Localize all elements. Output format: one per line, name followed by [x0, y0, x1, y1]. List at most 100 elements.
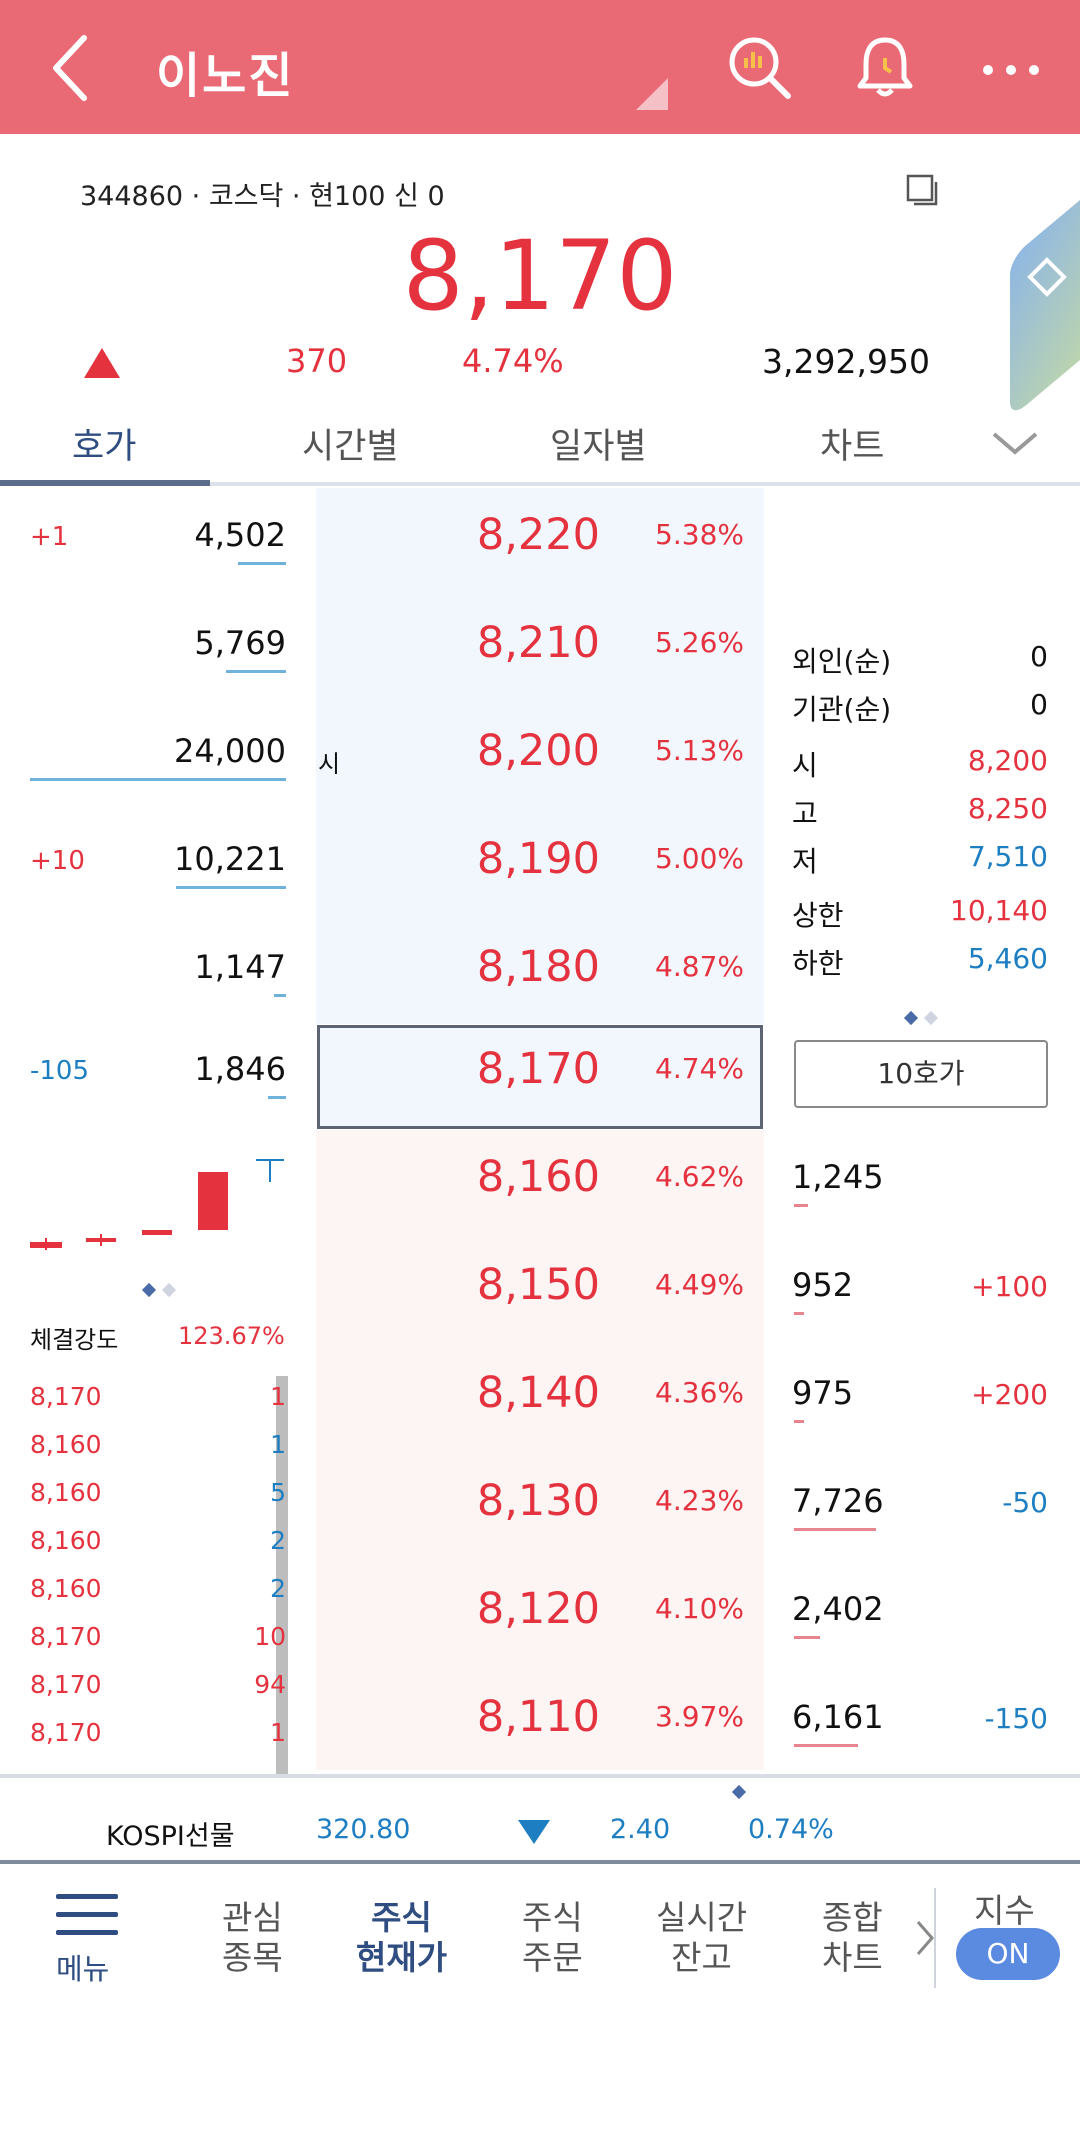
page-dots: [903, 1008, 956, 1026]
bid-qty-bar: [794, 1744, 858, 1747]
trade-volume-bar: [276, 1376, 288, 1774]
qty-bar: [238, 562, 286, 565]
nav-label: 관심: [222, 1898, 283, 1937]
ask-pct: 5.13%: [655, 734, 744, 767]
trade-price: 8,160: [30, 1526, 102, 1555]
high-value: 8,250: [967, 792, 1048, 825]
bid-qty-bar: [794, 1528, 876, 1531]
ten-level-button[interactable]: 10호가: [794, 1040, 1048, 1108]
bid-price: 8,130: [476, 1476, 600, 1526]
trade-price: 8,160: [30, 1430, 102, 1459]
buy-row[interactable]: 8,140 4.36% 975 +200: [0, 1346, 1080, 1454]
sell-row[interactable]: +1 4,502 8,220 5.38%: [0, 488, 1080, 596]
nav-stock-quote[interactable]: 주식 현재가: [356, 1898, 447, 1978]
ask-qty: 24,000: [174, 732, 286, 770]
more-icon[interactable]: [976, 32, 1046, 102]
trade-price: 8,170: [30, 1622, 102, 1651]
tab-chart[interactable]: 차트: [820, 427, 885, 467]
buy-side-background: [316, 1130, 764, 1770]
top-bar: 이노진: [0, 0, 1080, 134]
trade-row: 8,170 1: [30, 1710, 290, 1758]
trade-row: 8,160 5: [30, 1470, 290, 1518]
tab-by-time[interactable]: 시간별: [302, 427, 399, 467]
nav-chart[interactable]: 종합 차트: [822, 1898, 883, 1978]
bid-qty: 7,726: [792, 1482, 884, 1520]
bid-qty-change: -50: [1002, 1486, 1048, 1519]
menu-label[interactable]: 메뉴: [56, 1952, 110, 1986]
chevron-down-icon[interactable]: [990, 428, 1040, 458]
chart-page-dots: [141, 1280, 194, 1298]
lower-limit-label: 하한: [792, 947, 844, 980]
index-ticker[interactable]: KOSPI선물 320.80 2.40 0.74%: [0, 1800, 1080, 1860]
bid-price: 8,160: [476, 1152, 600, 1202]
trade-row: 8,170 10: [30, 1614, 290, 1662]
bid-qty: 952: [792, 1266, 854, 1304]
nav-label: 차트: [822, 1938, 883, 1977]
ask-pct: 4.87%: [655, 950, 744, 983]
buy-row[interactable]: 8,150 4.49% 952 +100: [0, 1238, 1080, 1346]
ask-pct: 5.38%: [655, 518, 744, 551]
current-price-box[interactable]: [317, 1025, 763, 1129]
buy-row[interactable]: 8,120 4.10% 2,402: [0, 1562, 1080, 1670]
tab-by-date[interactable]: 일자별: [550, 427, 647, 467]
current-row[interactable]: -105 1,846 8,170 4.74%: [0, 1022, 1080, 1130]
ask-pct: 5.00%: [655, 842, 744, 875]
nav-label: 잔고: [671, 1938, 732, 1977]
buy-row[interactable]: 8,110 3.97% 6,161 -150: [0, 1670, 1080, 1778]
menu-icon[interactable]: [56, 1892, 118, 1940]
ticker-name: KOSPI선물: [106, 1821, 235, 1852]
nav-stock-order[interactable]: 주식 주문: [522, 1898, 583, 1978]
tab-orderbook[interactable]: 호가: [72, 427, 137, 467]
search-icon[interactable]: [724, 32, 794, 102]
high-label: 고: [792, 797, 818, 830]
ask-pct: 5.26%: [655, 626, 744, 659]
qty-bar: [176, 886, 286, 889]
nav-label: 주문: [522, 1938, 583, 1977]
ticker-divider: [0, 1860, 1080, 1864]
bell-icon[interactable]: [850, 32, 920, 102]
bid-price: 8,140: [476, 1368, 600, 1418]
trade-qty: 1: [270, 1430, 286, 1459]
nav-label: 현재가: [356, 1938, 448, 1977]
scroll-indicator: [731, 1782, 750, 1800]
buy-row[interactable]: 8,160 4.62% 1,245: [0, 1130, 1080, 1238]
sell-row[interactable]: 24,000 시 8,200 5.13%: [0, 704, 1080, 812]
corner-decoration: [636, 78, 668, 110]
trade-qty: 2: [270, 1526, 286, 1555]
back-arrow-icon[interactable]: [44, 30, 104, 106]
bid-pct: 4.36%: [655, 1376, 744, 1409]
ask-price: 8,190: [476, 834, 600, 884]
tab-bar: 호가 시간별 일자별 차트: [0, 408, 1080, 488]
ask-price: 8,170: [476, 1044, 600, 1094]
trade-row: 8,160 2: [30, 1518, 290, 1566]
bid-price: 8,110: [476, 1692, 600, 1742]
qty-bar: [274, 994, 286, 997]
strength-value: 123.67%: [178, 1322, 285, 1350]
index-toggle[interactable]: ON: [956, 1928, 1060, 1980]
sell-row[interactable]: 1,147 8,180 4.87%: [0, 920, 1080, 1028]
foreign-net-value: 0: [1030, 640, 1048, 673]
lower-limit-value: 5,460: [967, 942, 1048, 975]
bid-qty: 975: [792, 1374, 854, 1412]
bid-qty-change: -150: [984, 1702, 1048, 1735]
bid-qty: 1,245: [792, 1158, 884, 1196]
trade-qty: 1: [270, 1718, 286, 1747]
nav-watchlist[interactable]: 관심 종목: [222, 1898, 283, 1978]
buy-row[interactable]: 8,130 4.23% 7,726 -50: [0, 1454, 1080, 1562]
copy-icon[interactable]: [906, 174, 940, 208]
stock-info: 344860 · 코스닥 · 현100 신 0: [80, 181, 445, 212]
ask-pct: 4.74%: [655, 1052, 744, 1085]
bid-pct: 4.23%: [655, 1484, 744, 1517]
nav-label: 주식: [371, 1898, 432, 1937]
bid-qty-change: +200: [971, 1378, 1048, 1411]
bid-qty-bar: [794, 1420, 804, 1423]
sell-row[interactable]: +10 10,221 8,190 5.00%: [0, 812, 1080, 920]
nav-realtime-balance[interactable]: 실시간 잔고: [656, 1898, 747, 1978]
bid-qty-change: +100: [971, 1270, 1048, 1303]
current-price: 8,170: [402, 220, 678, 332]
chevron-right-icon[interactable]: [914, 1918, 936, 1958]
ask-price: 8,180: [476, 942, 600, 992]
sell-row[interactable]: 5,769 8,210 5.26%: [0, 596, 1080, 704]
tab-divider: [210, 482, 1080, 486]
bid-pct: 3.97%: [655, 1700, 744, 1733]
